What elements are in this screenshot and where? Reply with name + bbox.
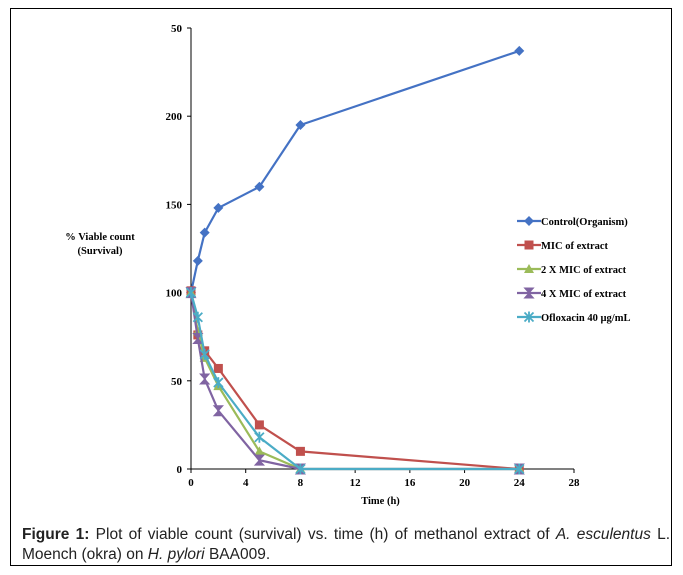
x-tick-label: 8 — [298, 477, 304, 489]
series-3-line — [189, 292, 520, 471]
y-tick-label: 200 — [166, 111, 183, 123]
series-2-point — [254, 420, 264, 430]
figure-caption: Figure 1: Plot of viable count (survival… — [22, 525, 670, 565]
y-tick-label: 50 — [171, 376, 183, 388]
y-tick-label: 50 — [171, 23, 183, 35]
caption-label: Figure 1: — [22, 526, 90, 543]
chart-axes: 0 50 100 150 200 50 0 4 8 12 16 20 24 28 Time (h) — [166, 23, 581, 507]
series-4-point — [253, 454, 266, 466]
series-3 — [186, 287, 525, 473]
series-4-line — [189, 292, 520, 471]
y-tick-label: 0 — [177, 464, 183, 476]
legend-entry-1: Control(Organism) — [517, 216, 628, 228]
legend-entry-2: MIC of extract — [517, 240, 609, 252]
series-1 — [186, 45, 525, 298]
series-4-point — [199, 373, 211, 385]
legend-label: MIC of extract — [541, 241, 609, 252]
series-5 — [185, 287, 525, 475]
chart-svg: 0 50 100 150 200 50 0 4 8 12 16 20 24 28 Time (h) Cont… — [166, 23, 631, 507]
legend-label: Ofloxacin 40 µg/mL — [541, 313, 630, 324]
series-5-point — [295, 463, 306, 475]
series-5-point — [192, 311, 203, 323]
legend-entry-4: 4 X MIC of extract — [517, 287, 627, 300]
series-1-point — [213, 202, 224, 213]
chart-series-layer — [185, 45, 525, 475]
series-5-point — [185, 287, 197, 299]
y-axis-label-line2: (Survival) — [77, 246, 123, 257]
caption-organism: H. pylori — [147, 546, 205, 563]
series-4-point — [192, 332, 204, 344]
x-tick-label: 24 — [514, 477, 526, 489]
series-1-point — [199, 227, 210, 238]
series-1-point — [254, 181, 265, 192]
x-tick-label: 0 — [188, 477, 194, 489]
series-2 — [186, 286, 524, 474]
series-5-point — [199, 348, 210, 360]
y-axis-label-line1: % Viable count — [65, 232, 135, 243]
series-1-line — [189, 49, 520, 293]
series-2-line — [189, 290, 520, 471]
x-tick-label: 4 — [243, 477, 249, 489]
legend-label: Control(Organism) — [541, 217, 628, 228]
caption-text: Plot of viable count (survival) vs. time… — [89, 526, 556, 543]
y-axis-label: % Viable count (Survival) — [45, 231, 155, 259]
series-2-point — [213, 363, 223, 373]
series-1-point — [295, 120, 306, 131]
series-4 — [185, 287, 525, 475]
y-tick-label: 100 — [166, 288, 183, 300]
legend-swatch-marker — [523, 287, 535, 299]
legend-entry-5: Ofloxacin 40 µg/mL — [517, 311, 630, 324]
caption-text-3: BAA009. — [204, 546, 271, 563]
series-5-point — [254, 431, 265, 443]
chart-legend: Control(Organism) MIC of extract 2 X MIC o… — [517, 216, 630, 324]
series-2-point — [295, 446, 305, 456]
series-4-point — [212, 405, 224, 417]
legend-label: 4 X MIC of extract — [541, 289, 627, 300]
legend-swatch-marker — [524, 216, 534, 226]
x-tick-label: 28 — [569, 477, 581, 489]
series-1-point — [192, 255, 203, 266]
series-3-point — [254, 446, 265, 456]
legend-swatch-marker — [524, 240, 534, 250]
x-tick-label: 12 — [350, 477, 362, 489]
x-tick-label: 20 — [459, 477, 471, 489]
legend-label: 2 X MIC of extract — [541, 265, 627, 276]
caption-text-2: L. Moench (okra) on — [22, 526, 671, 563]
x-axis-label: Time (h) — [361, 496, 400, 507]
caption-species: A. esculentus — [555, 526, 651, 543]
series-5-point — [514, 463, 525, 475]
series-5-point — [213, 377, 224, 389]
figure-frame — [10, 8, 672, 566]
legend-swatch-marker — [524, 264, 534, 273]
y-tick-label: 150 — [166, 199, 183, 211]
series-5-line — [189, 292, 520, 471]
legend-swatch-marker — [523, 311, 535, 323]
legend-entry-3: 2 X MIC of extract — [517, 264, 627, 276]
x-tick-label: 16 — [404, 477, 416, 489]
series-1-point — [514, 45, 525, 56]
